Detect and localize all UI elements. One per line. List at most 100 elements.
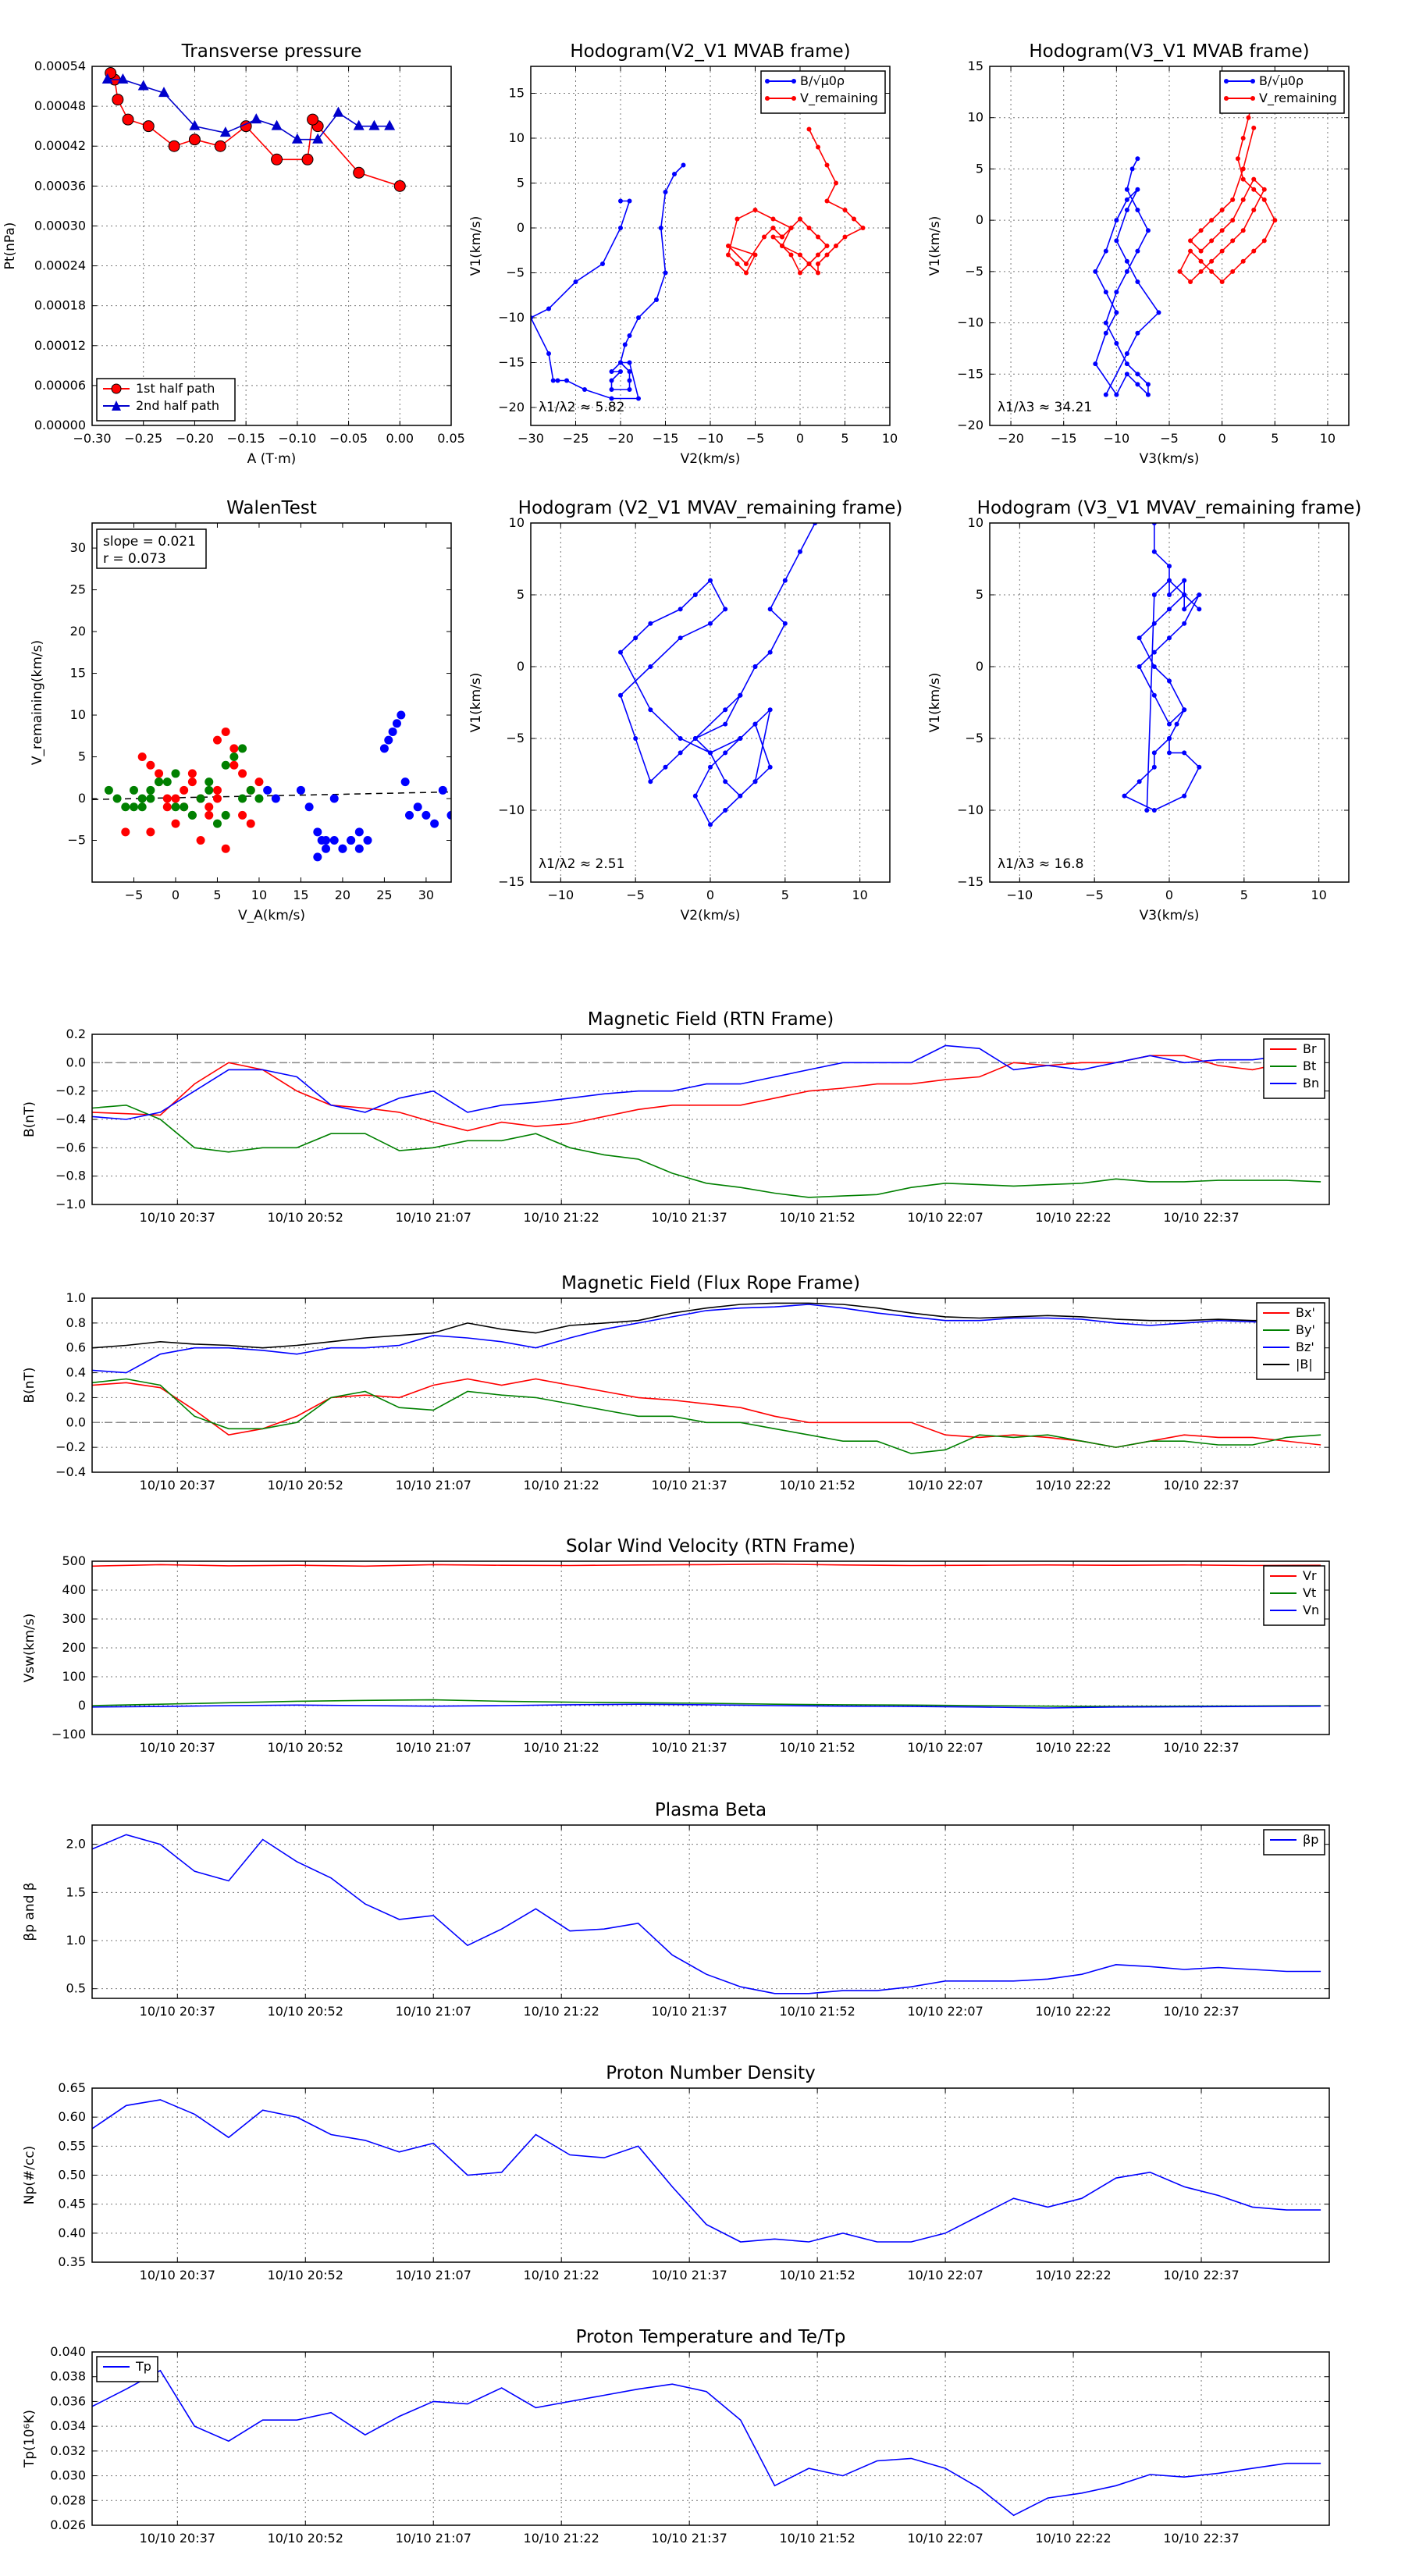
series-0-line [1123,523,1200,811]
series-1-point [205,777,214,787]
series-1-point [129,785,138,795]
series-1st-half-path-point [271,153,283,165]
series-0-point [738,793,743,799]
x-tick-label: 0.05 [437,431,465,446]
x-tick-label: 10/10 20:52 [268,1478,343,1493]
legend-marker [112,400,121,411]
series-v-remaining-point [1251,125,1257,130]
series-0-point [678,607,683,612]
series-b-0--point [1103,290,1108,295]
plot-area [92,2369,1321,2517]
series-2-point [313,827,322,837]
x-tick-label: 0.00 [386,431,414,446]
y-tick-label: 1.0 [66,1290,86,1305]
series-0-point [648,664,653,669]
x-tick-label: 10/10 22:22 [1035,2268,1111,2282]
series-0-point [1151,808,1157,813]
legend-marker [765,79,770,84]
x-tick-label: 10/10 21:52 [779,2004,855,2019]
plot-frame [91,66,452,426]
series-0-point [782,621,788,626]
plot-area [531,126,866,401]
x-tick-label: 10/10 22:37 [1163,1478,1239,1493]
series-v-remaining-point [735,262,740,266]
series-0-point [1151,649,1157,655]
series-1st-half-path-point [353,166,365,179]
series-v-remaining-point [816,234,820,240]
x-tick-label: 5 [781,888,789,902]
series-2-point [397,710,406,720]
series-v-remaining-point [780,234,784,240]
series-1-point [146,794,155,803]
series-v-remaining-point [726,252,731,258]
y-tick-label: 1.0 [66,1933,86,1948]
series-v-remaining-point [1240,197,1246,202]
series-0-point [798,549,802,554]
series-1st-half-path-point [393,180,406,192]
plot-area [92,710,451,862]
y-tick-label: 5 [976,587,984,602]
y-tick-label: 400 [62,1582,86,1597]
y-tick-label: 0.50 [58,2168,86,2183]
plot-area [92,1044,1321,1198]
chart-title: Plasma Beta [655,1800,767,1820]
series-2nd-half-path-point [117,73,129,84]
legend-label: B/√μ0ρ [1259,73,1304,88]
series-v-remaining-point [824,198,830,204]
series-0-point [1182,793,1187,799]
series-b-0--point [681,162,686,168]
x-tick-label: 10/10 22:07 [907,1478,983,1493]
x-tick-label: −0.15 [227,431,265,446]
series-0-point [708,822,713,827]
x-axis-label: V3(km/s) [1140,908,1200,923]
series-0-point [633,736,638,741]
series-b-0--point [636,396,641,401]
series-0-point [1182,750,1187,756]
series-1-point [137,794,147,803]
legend-marker [1250,96,1255,101]
series-0-point [1174,721,1179,727]
series-0-point [196,836,205,845]
series-v-remaining-point [788,226,794,230]
chart-tp2: 10/10 20:37 10/10 20:52 10/10 21:07 10/10 2… [22,2327,1330,2546]
y-tick-label: 5 [78,749,86,764]
x-tick-label: 10/10 21:52 [779,1740,855,1755]
series-0-point [221,727,230,736]
x-tick-label: 10/10 21:37 [652,1740,727,1755]
series-b-0--point [636,315,641,320]
y-tick-label: 0.034 [50,2418,86,2433]
y-tick-label: −10 [498,802,525,817]
series-v-remaining-point [788,252,794,258]
chart-title: Hodogram(V2_V1 MVAB frame) [570,41,850,62]
series-0-point [1167,721,1172,727]
y-tick-label: 10 [509,130,525,145]
chart-title: Solar Wind Velocity (RTN Frame) [566,1536,855,1557]
series-v-remaining-point [770,234,776,240]
series-b-0--point [618,369,623,374]
series-v-remaining-point [1261,187,1267,192]
y-tick-label: 0.5 [66,1981,86,1996]
series-b-0--point [1093,269,1098,274]
y-axis-label: V1(km/s) [927,216,943,276]
series-1-point [162,777,172,787]
series-0-point [212,735,222,745]
y-axis-label: Vsw(km/s) [22,1614,37,1683]
series-b-0--point [654,297,659,302]
y-tick-label: −5 [965,264,984,279]
series-2-point [329,836,339,845]
plot-frame [989,66,1350,426]
series-1-point [155,777,164,787]
chart-mag_rtn: 10/10 20:37 10/10 20:52 10/10 21:07 10/10 2… [22,1009,1330,1225]
y-tick-label: −15 [498,355,525,370]
chart-beta: 10/10 20:37 10/10 20:52 10/10 21:07 10/10 2… [22,1800,1330,2019]
x-tick-label: 0 [706,888,714,902]
series-b-0--point [663,270,668,276]
x-axis-label: V2(km/s) [681,451,741,467]
series-1-point [180,802,189,812]
y-tick-label: 5 [517,587,525,602]
y-tick-label: −20 [498,400,525,415]
x-tick-label: −20 [998,431,1024,446]
lambda-annotation: λ1/λ3 ≈ 16.8 [998,856,1083,872]
chart-title: Proton Temperature and Te/Tp [576,2327,846,2347]
x-tick-label: 0 [1165,888,1173,902]
